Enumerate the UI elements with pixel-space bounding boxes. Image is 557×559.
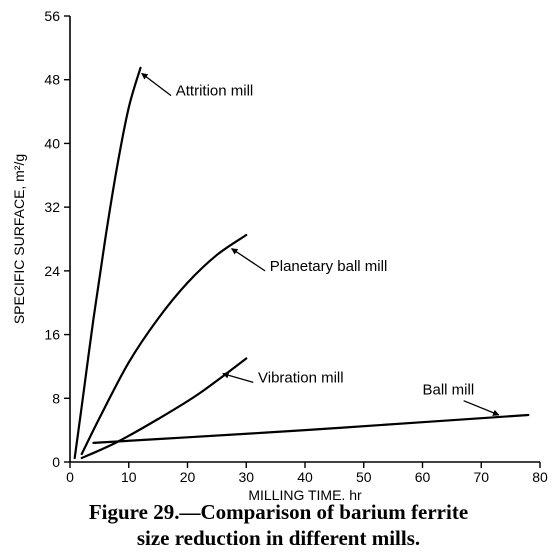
x-axis-label: MILLING TIME, hr: [248, 487, 362, 500]
y-tick-label: 16: [44, 327, 60, 343]
x-tick-label: 40: [297, 469, 313, 485]
y-tick-label: 0: [52, 454, 60, 470]
y-tick-label: 24: [44, 263, 60, 279]
y-tick-label: 48: [44, 72, 60, 88]
label-arrow: [142, 73, 171, 95]
label-arrow: [223, 374, 254, 383]
series-line: [75, 68, 141, 458]
x-tick-label: 60: [415, 469, 431, 485]
y-tick-label: 8: [52, 390, 60, 406]
series-label: Attrition mill: [176, 83, 254, 100]
x-tick-label: 0: [66, 469, 74, 485]
series-line: [82, 235, 247, 454]
series-label: Planetary ball mill: [270, 258, 388, 275]
figure-container: 0 10 20 30 40 50 60 70 80 0 8 16 24 32 40 48 56 MILLING T…: [0, 0, 557, 559]
x-tick-label: 10: [121, 469, 137, 485]
label-arrow: [232, 249, 265, 271]
label-arrow: [464, 401, 499, 415]
x-tick-label: 70: [473, 469, 489, 485]
y-tick-label: 40: [44, 135, 60, 151]
x-tick-label: 20: [180, 469, 196, 485]
x-tick-label: 30: [238, 469, 254, 485]
y-axis-label: SPECIFIC SURFACE, m²/g: [11, 154, 27, 324]
y-tick-label: 56: [44, 8, 60, 24]
y-tick-label: 32: [44, 199, 60, 215]
series-label: Vibration mill: [258, 369, 344, 386]
x-tick-label: 80: [532, 469, 548, 485]
figure-caption-line2: size reduction in different mills.: [0, 526, 557, 551]
figure-caption-line1: Figure 29.—Comparison of barium ferrite: [0, 500, 557, 525]
series-label: Ball mill: [423, 381, 475, 398]
chart-svg: 0 10 20 30 40 50 60 70 80 0 8 16 24 32 40 48 56 MILLING T…: [0, 0, 557, 500]
x-tick-label: 50: [356, 469, 372, 485]
